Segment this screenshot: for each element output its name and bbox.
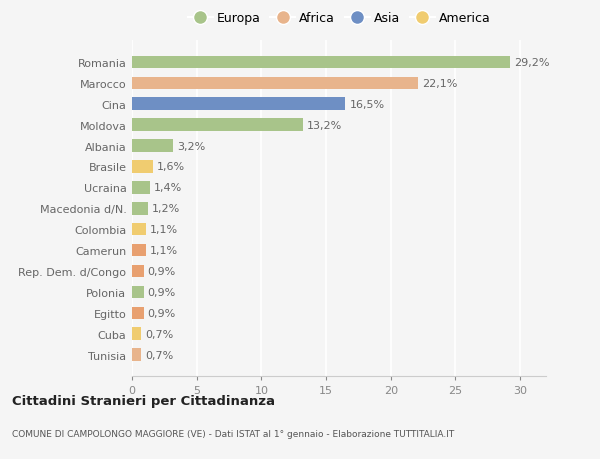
Text: 0,9%: 0,9% <box>148 266 176 276</box>
Bar <box>132 119 303 132</box>
Text: 1,6%: 1,6% <box>157 162 185 172</box>
Bar <box>132 224 146 236</box>
Text: Cittadini Stranieri per Cittadinanza: Cittadini Stranieri per Cittadinanza <box>12 394 275 407</box>
Bar <box>132 56 510 69</box>
Text: 22,1%: 22,1% <box>422 78 457 89</box>
Text: 16,5%: 16,5% <box>349 100 385 110</box>
Text: COMUNE DI CAMPOLONGO MAGGIORE (VE) - Dati ISTAT al 1° gennaio - Elaborazione TUT: COMUNE DI CAMPOLONGO MAGGIORE (VE) - Dat… <box>12 429 454 438</box>
Bar <box>132 286 143 298</box>
Bar <box>132 349 141 361</box>
Text: 0,9%: 0,9% <box>148 308 176 318</box>
Text: 1,4%: 1,4% <box>154 183 182 193</box>
Bar <box>132 140 173 152</box>
Bar <box>132 182 150 194</box>
Text: 0,9%: 0,9% <box>148 287 176 297</box>
Bar <box>132 244 146 257</box>
Text: 0,7%: 0,7% <box>145 329 173 339</box>
Text: 1,1%: 1,1% <box>150 246 178 256</box>
Bar <box>132 98 346 111</box>
Bar <box>132 265 143 278</box>
Text: 13,2%: 13,2% <box>307 120 342 130</box>
Text: 29,2%: 29,2% <box>514 58 549 68</box>
Legend: Europa, Africa, Asia, America: Europa, Africa, Asia, America <box>182 7 496 30</box>
Text: 0,7%: 0,7% <box>145 350 173 360</box>
Text: 1,1%: 1,1% <box>150 225 178 235</box>
Bar <box>132 78 418 90</box>
Text: 3,2%: 3,2% <box>177 141 206 151</box>
Bar <box>132 161 152 174</box>
Text: 1,2%: 1,2% <box>151 204 179 214</box>
Bar <box>132 202 148 215</box>
Bar <box>132 328 141 340</box>
Bar <box>132 307 143 319</box>
